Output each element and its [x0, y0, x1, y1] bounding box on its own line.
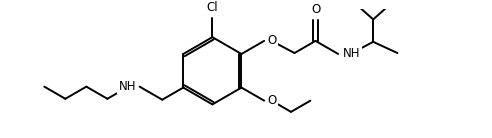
Text: NH: NH [119, 80, 136, 93]
Text: O: O [268, 94, 277, 107]
Text: NH: NH [343, 47, 360, 60]
Text: O: O [311, 3, 320, 16]
Text: O: O [268, 34, 277, 47]
Text: Cl: Cl [207, 1, 218, 14]
